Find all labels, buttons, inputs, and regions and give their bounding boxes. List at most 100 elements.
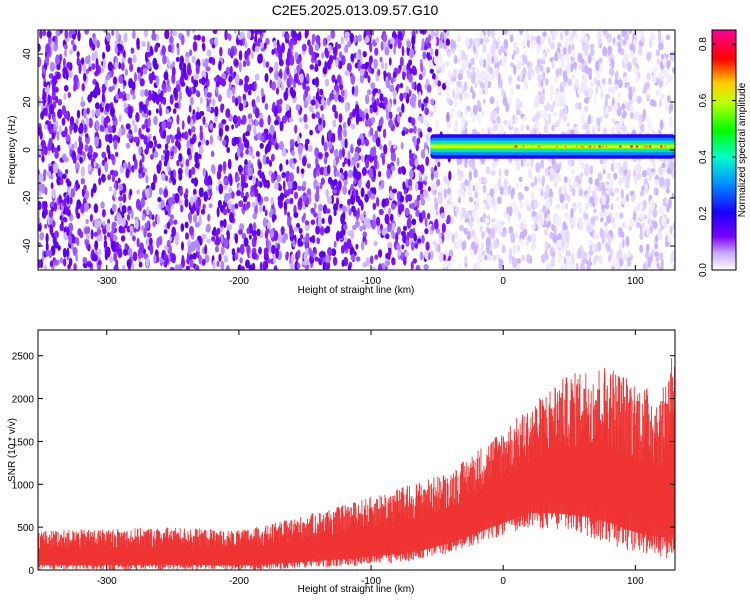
heatmap-cell [63, 93, 67, 101]
heatmap-cell [646, 72, 651, 80]
heatmap-cell [308, 247, 312, 256]
heatmap-cell [597, 37, 602, 46]
heatmap-cell [579, 64, 583, 70]
heatmap-cell [432, 240, 436, 246]
heatmap-cell [661, 162, 666, 169]
heatmap-cell [382, 155, 385, 166]
heatmap-cell [501, 231, 507, 238]
heatmap-cell [528, 168, 532, 179]
heatmap-cell [338, 230, 344, 239]
heatmap-cell [196, 90, 201, 98]
heatmap-cell [583, 97, 590, 104]
heatmap-cell [644, 182, 648, 194]
heatmap-cell [641, 169, 648, 178]
heatmap-cell [342, 122, 347, 130]
heatmap-cell [522, 116, 526, 123]
heatmap-cell [98, 259, 102, 266]
heatmap-cell [287, 48, 292, 58]
heatmap-cell [97, 90, 101, 96]
heatmap-cell [205, 225, 211, 233]
heatmap-cell [226, 147, 230, 153]
heatmap-cell [169, 266, 175, 270]
heatmap-cell [389, 43, 393, 50]
heatmap-cell [670, 53, 675, 61]
heatmap-cell [665, 218, 670, 225]
heatmap-cell [93, 160, 97, 168]
heatmap-cell [608, 254, 612, 263]
heatmap-cell [123, 102, 128, 109]
heatmap-cell [572, 61, 578, 69]
heatmap-cell [451, 76, 457, 82]
heatmap-x-tick-label: 100 [627, 276, 644, 287]
heatmap-cell [233, 30, 237, 35]
heatmap-cell [508, 206, 513, 217]
heatmap-cell [301, 43, 307, 52]
heatmap-cell [164, 175, 169, 182]
heatmap-cell [122, 162, 128, 169]
heatmap-cell [262, 30, 267, 33]
heatmap-cell [271, 81, 277, 91]
heatmap-cell [497, 72, 501, 84]
heatmap-cell [563, 176, 568, 183]
heatmap-cell [607, 36, 613, 44]
heatmap-cell [80, 100, 86, 107]
heatmap-cell [625, 236, 630, 247]
heatmap-cell [614, 70, 619, 80]
heatmap-cell [136, 189, 141, 195]
signal-peak [630, 145, 633, 148]
heatmap-cell [489, 96, 495, 105]
heatmap-cell [38, 210, 41, 218]
heatmap-cell [347, 40, 352, 48]
heatmap-cell [354, 104, 360, 116]
heatmap-cell [434, 242, 438, 253]
heatmap-cell [474, 65, 478, 74]
heatmap-cell [622, 173, 626, 184]
heatmap-cell [198, 153, 202, 160]
heatmap-cell [165, 108, 170, 115]
snr-y-tick-label: 1500 [12, 437, 35, 448]
heatmap-cell [436, 178, 441, 187]
heatmap-cell [313, 212, 318, 218]
heatmap-cell [582, 112, 586, 122]
heatmap-cell [658, 229, 663, 241]
heatmap-cell [66, 209, 71, 217]
heatmap-cell [569, 184, 573, 192]
heatmap-cell [433, 104, 437, 114]
heatmap-cell [341, 55, 346, 66]
heatmap-cell [325, 188, 329, 198]
heatmap-cell [610, 86, 616, 95]
heatmap-cell [463, 81, 468, 92]
heatmap-cell [471, 90, 476, 100]
heatmap-cell [340, 89, 345, 97]
heatmap-cell [319, 166, 325, 176]
heatmap-cell [423, 119, 428, 127]
heatmap-cell [536, 35, 541, 45]
heatmap-cell [238, 61, 242, 73]
heatmap-cell [577, 87, 582, 96]
heatmap-cell [135, 112, 140, 123]
heatmap-cell [378, 144, 383, 150]
heatmap-cell [243, 237, 249, 248]
heatmap-cell [416, 194, 422, 201]
heatmap-cell [85, 190, 90, 200]
heatmap-cell [639, 232, 643, 238]
heatmap-cell [145, 98, 149, 108]
heatmap-cell [498, 168, 502, 177]
heatmap-cell [457, 110, 461, 119]
heatmap-cell [370, 30, 375, 36]
heatmap-cell [211, 57, 216, 66]
heatmap-cell [365, 112, 369, 121]
snr-y-tick-label: 0 [28, 566, 34, 577]
heatmap-cell [478, 248, 482, 257]
heatmap-cell [170, 150, 174, 157]
heatmap-cell [277, 233, 283, 244]
heatmap-cell [362, 51, 367, 58]
heatmap-cell [369, 255, 374, 265]
heatmap-cell [313, 168, 317, 179]
heatmap-cell [637, 45, 643, 56]
heatmap-cell [261, 171, 265, 183]
heatmap-cell [646, 51, 652, 62]
heatmap-cell [57, 99, 63, 106]
heatmap-cell [561, 55, 566, 64]
heatmap-cell [377, 263, 383, 270]
